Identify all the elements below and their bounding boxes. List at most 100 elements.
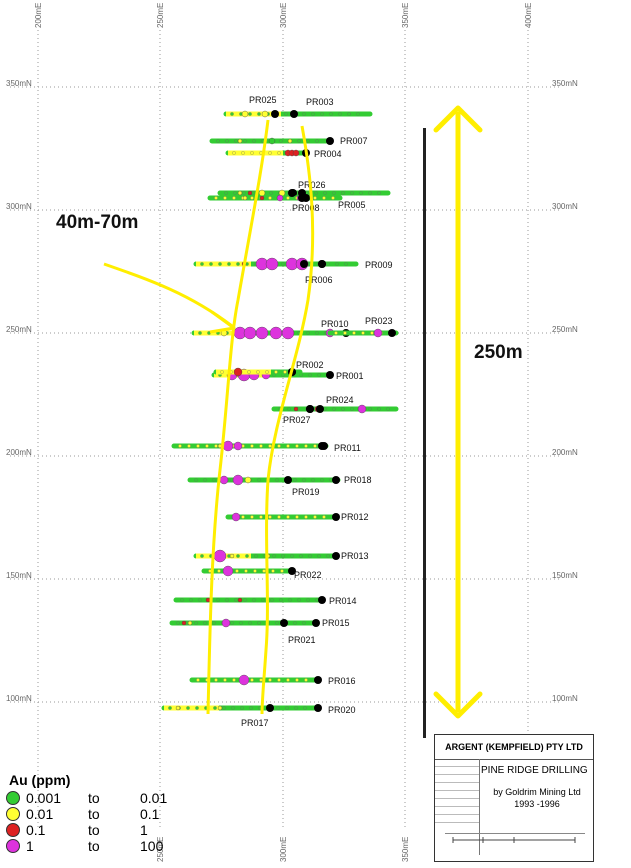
assay-anomaly [287, 138, 293, 144]
divider [435, 759, 593, 760]
assay-anomaly [244, 476, 252, 484]
northing-label-right: 150mN [552, 571, 578, 580]
collar-dot [306, 405, 314, 413]
sample-point [377, 407, 381, 411]
sample-point [361, 331, 365, 335]
sample-point [286, 678, 290, 682]
sample-point [231, 706, 235, 710]
hole-label: PR023 [365, 316, 393, 326]
sample-point [244, 569, 248, 573]
sample-point [302, 621, 306, 625]
sample-point [277, 678, 281, 682]
sample-point [254, 554, 258, 558]
collar-dot [326, 137, 334, 145]
sample-point [248, 621, 252, 625]
sample-point [212, 478, 216, 482]
sample-point [223, 196, 227, 200]
sample-point [265, 370, 269, 374]
sample-point [268, 444, 272, 448]
assay-anomaly [205, 597, 211, 603]
collar-dot [332, 513, 340, 521]
sample-point [320, 478, 324, 482]
sample-point [212, 621, 216, 625]
sample-point [352, 331, 356, 335]
sample-point [303, 706, 307, 710]
sample-point [257, 621, 261, 625]
sample-point [297, 139, 301, 143]
sample-point [344, 262, 348, 266]
collar-dot [266, 704, 274, 712]
sample-point [334, 331, 338, 335]
assay-anomaly [258, 189, 266, 197]
assay-anomaly [247, 190, 253, 196]
easting-label-bottom: 250mE [156, 837, 165, 862]
project-title: PINE RIDGE DRILLING [481, 765, 588, 776]
assay-anomaly [232, 474, 244, 486]
sample-point [243, 139, 247, 143]
sample-point [370, 331, 374, 335]
sample-point [236, 262, 240, 266]
sample-point [284, 112, 288, 116]
legend-title: Au (ppm) [9, 772, 71, 788]
zone-right-boundary [260, 125, 315, 715]
sample-point [240, 706, 244, 710]
sample-point [275, 621, 279, 625]
sample-point [343, 331, 347, 335]
sample-point [268, 515, 272, 519]
sample-point [288, 598, 292, 602]
sample-point [293, 478, 297, 482]
assay-anomaly [219, 475, 229, 485]
collar-dot [318, 596, 326, 604]
sample-point [216, 598, 220, 602]
sample-point [268, 151, 272, 155]
sample-point [186, 706, 190, 710]
sample-point [241, 515, 245, 519]
drill-trace [327, 328, 399, 338]
sample-point [196, 678, 200, 682]
coordinate-grid: 200mE 250mE 300mE 350mE 400mE 250mE 300mE 350mE… [6, 3, 578, 862]
assay-anomaly [241, 110, 249, 118]
assay-anomaly [261, 110, 269, 118]
sample-point [245, 554, 249, 558]
hole-label: PR002 [296, 360, 324, 370]
sample-point [295, 515, 299, 519]
sample-point [195, 706, 199, 710]
sample-point [314, 191, 318, 195]
sample-point [198, 331, 202, 335]
hole-label: PR027 [283, 415, 311, 425]
sample-point [269, 191, 273, 195]
section-boundary-line [423, 128, 426, 738]
sample-point [290, 554, 294, 558]
assay-anomaly [229, 553, 235, 559]
collar-dot [314, 676, 322, 684]
assay-anomaly [268, 137, 276, 145]
sample-point [236, 554, 240, 558]
drill-trace [201, 565, 296, 577]
assay-anomaly [175, 705, 181, 711]
sample-point [225, 139, 229, 143]
sample-point [259, 444, 263, 448]
easting-label-bottom: 300mE [279, 837, 288, 862]
sample-point [350, 407, 354, 411]
hole-label: PR021 [288, 635, 316, 645]
hole-label: PR008 [292, 203, 320, 213]
northing-label-right: 100mN [552, 694, 578, 703]
drill-traces [161, 110, 399, 712]
sample-point [304, 515, 308, 519]
drill-trace [225, 512, 340, 522]
northing-label-left: 250mN [6, 325, 32, 334]
sample-point [311, 112, 315, 116]
collar-dot [288, 189, 296, 197]
sample-point [306, 598, 310, 602]
sample-point [297, 598, 301, 602]
title-block: ARGENT (KEMPFIELD) PTY LTD PINE RIDGE DR… [434, 734, 594, 862]
easting-label-top: 250mE [156, 3, 165, 28]
sample-point [294, 706, 298, 710]
sample-point [248, 112, 252, 116]
collar-dot [298, 189, 306, 197]
collar-dot [316, 405, 324, 413]
sample-point [176, 621, 180, 625]
hole-label: PR017 [241, 718, 269, 728]
easting-label-bottom: 350mE [401, 837, 410, 862]
sample-point [200, 262, 204, 266]
